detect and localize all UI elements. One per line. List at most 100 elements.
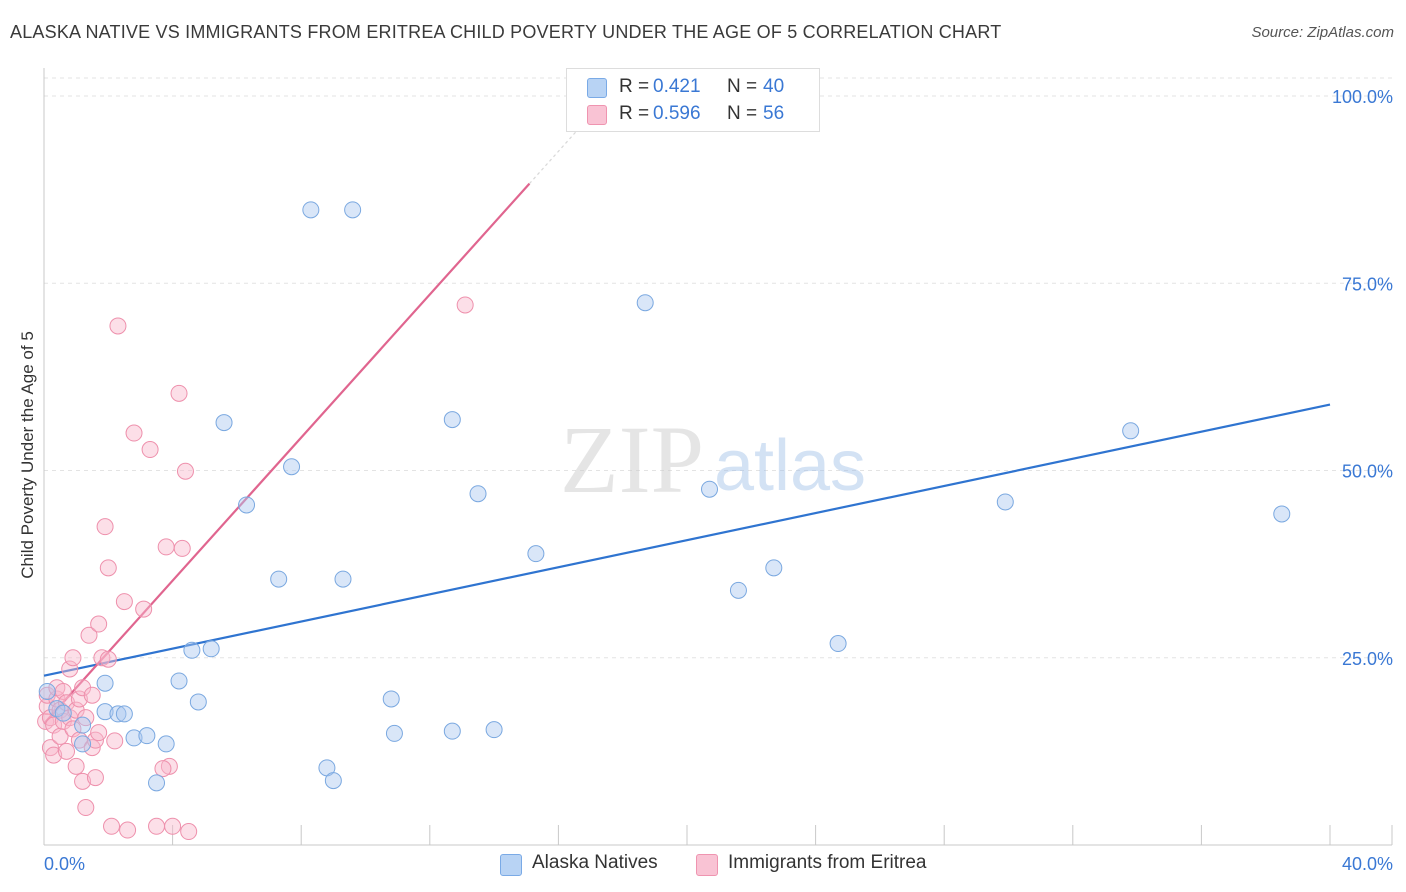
- trendlines: [43, 115, 1331, 725]
- point-eritrea: [115, 593, 133, 611]
- watermark-zip: ZIP: [560, 406, 704, 513]
- watermark-atlas: atlas: [714, 426, 866, 506]
- point-eritrea: [90, 724, 108, 742]
- y-tick-label: 100.0%: [1332, 87, 1393, 107]
- point-eritrea: [45, 746, 63, 764]
- point-alaska-natives: [202, 640, 220, 658]
- bottom-legend-label-eritrea: Immigrants from Eritrea: [728, 852, 927, 873]
- point-alaska-natives: [170, 672, 188, 690]
- point-alaska-natives: [996, 493, 1014, 511]
- point-eritrea: [180, 823, 198, 841]
- trendline-alaska-natives: [43, 403, 1331, 677]
- x-tick-label-min: 0.0%: [44, 854, 85, 874]
- data-points: [37, 201, 1291, 841]
- watermark: ZIP atlas: [560, 406, 866, 513]
- grid-lines: [44, 77, 1392, 659]
- point-alaska-natives: [344, 201, 362, 219]
- point-alaska-natives: [270, 570, 288, 588]
- legend-n-value: 56: [763, 103, 785, 124]
- point-eritrea: [70, 690, 88, 708]
- legend-r-label: R =: [619, 76, 650, 97]
- point-eritrea: [64, 649, 82, 667]
- point-alaska-natives: [54, 704, 72, 722]
- legend-swatch-alaska: [587, 78, 607, 98]
- point-eritrea: [456, 296, 474, 314]
- point-alaska-natives: [74, 735, 92, 753]
- point-alaska-natives: [302, 201, 320, 219]
- y-tick-label: 25.0%: [1342, 649, 1393, 669]
- legend-swatch-eritrea: [587, 105, 607, 125]
- point-eritrea: [170, 384, 188, 402]
- legend-n-label: N =: [727, 76, 758, 97]
- point-alaska-natives: [189, 693, 207, 711]
- point-alaska-natives: [382, 690, 400, 708]
- point-alaska-natives: [701, 480, 719, 498]
- point-alaska-natives: [215, 414, 233, 432]
- point-alaska-natives: [238, 496, 256, 514]
- point-eritrea: [80, 626, 98, 644]
- point-eritrea: [164, 817, 182, 835]
- point-alaska-natives: [1122, 422, 1140, 440]
- point-alaska-natives: [527, 545, 545, 563]
- point-alaska-natives: [115, 705, 133, 723]
- point-alaska-natives: [1273, 505, 1291, 523]
- point-eritrea: [157, 538, 175, 556]
- chart-title: ALASKA NATIVE VS IMMIGRANTS FROM ERITREA…: [10, 22, 1002, 42]
- point-alaska-natives: [385, 724, 403, 742]
- point-eritrea: [154, 760, 172, 778]
- point-eritrea: [119, 821, 137, 839]
- legend-r-value: 0.596: [653, 103, 701, 124]
- point-eritrea: [109, 317, 127, 335]
- trendline-eritrea: [43, 182, 531, 725]
- tick-labels: 25.0% 50.0% 75.0% 100.0% 0.0% 40.0%: [44, 87, 1393, 874]
- bottom-legend-label-alaska: Alaska Natives: [532, 852, 658, 873]
- point-eritrea: [93, 649, 111, 667]
- point-eritrea: [135, 600, 153, 618]
- point-eritrea: [96, 518, 114, 536]
- point-alaska-natives: [125, 729, 143, 747]
- y-tick-label: 75.0%: [1342, 274, 1393, 294]
- x-tick-label-max: 40.0%: [1342, 854, 1393, 874]
- y-tick-label: 50.0%: [1342, 462, 1393, 482]
- axes: [43, 68, 1393, 846]
- point-eritrea: [74, 772, 92, 790]
- point-alaska-natives: [183, 641, 201, 659]
- point-eritrea: [83, 686, 101, 704]
- point-eritrea: [106, 732, 124, 750]
- point-alaska-natives: [485, 721, 503, 739]
- point-eritrea: [141, 441, 159, 459]
- point-eritrea: [99, 650, 117, 668]
- point-alaska-natives: [443, 722, 461, 740]
- point-eritrea: [67, 757, 85, 775]
- point-eritrea: [86, 769, 104, 787]
- correlation-legend: R = 0.421 N = 40 R = 0.596 N = 56: [566, 68, 820, 132]
- point-alaska-natives: [38, 682, 56, 700]
- point-eritrea: [99, 559, 117, 577]
- y-axis-label: Child Poverty Under the Age of 5: [18, 331, 37, 579]
- point-eritrea: [173, 539, 191, 557]
- point-alaska-natives: [729, 581, 747, 599]
- point-eritrea: [77, 799, 95, 817]
- point-alaska-natives: [283, 458, 301, 476]
- point-eritrea: [125, 424, 143, 442]
- point-alaska-natives: [157, 735, 175, 753]
- point-eritrea: [160, 757, 178, 775]
- point-alaska-natives: [109, 705, 127, 723]
- point-alaska-natives: [334, 570, 352, 588]
- bottom-legend-swatch-eritrea: [696, 854, 718, 876]
- point-alaska-natives: [148, 774, 166, 792]
- point-eritrea: [90, 615, 108, 633]
- point-alaska-natives: [765, 559, 783, 577]
- point-alaska-natives: [636, 294, 654, 312]
- point-eritrea: [148, 817, 166, 835]
- point-alaska-natives: [443, 411, 461, 429]
- legend-r-value: 0.421: [653, 76, 701, 97]
- legend-n-label: N =: [727, 103, 758, 124]
- bottom-legend-swatch-alaska: [500, 854, 522, 876]
- point-alaska-natives: [829, 635, 847, 653]
- point-alaska-natives: [138, 727, 156, 745]
- source-label: Source: ZipAtlas.com: [1251, 24, 1394, 41]
- point-eritrea: [58, 742, 76, 760]
- point-alaska-natives: [96, 674, 114, 692]
